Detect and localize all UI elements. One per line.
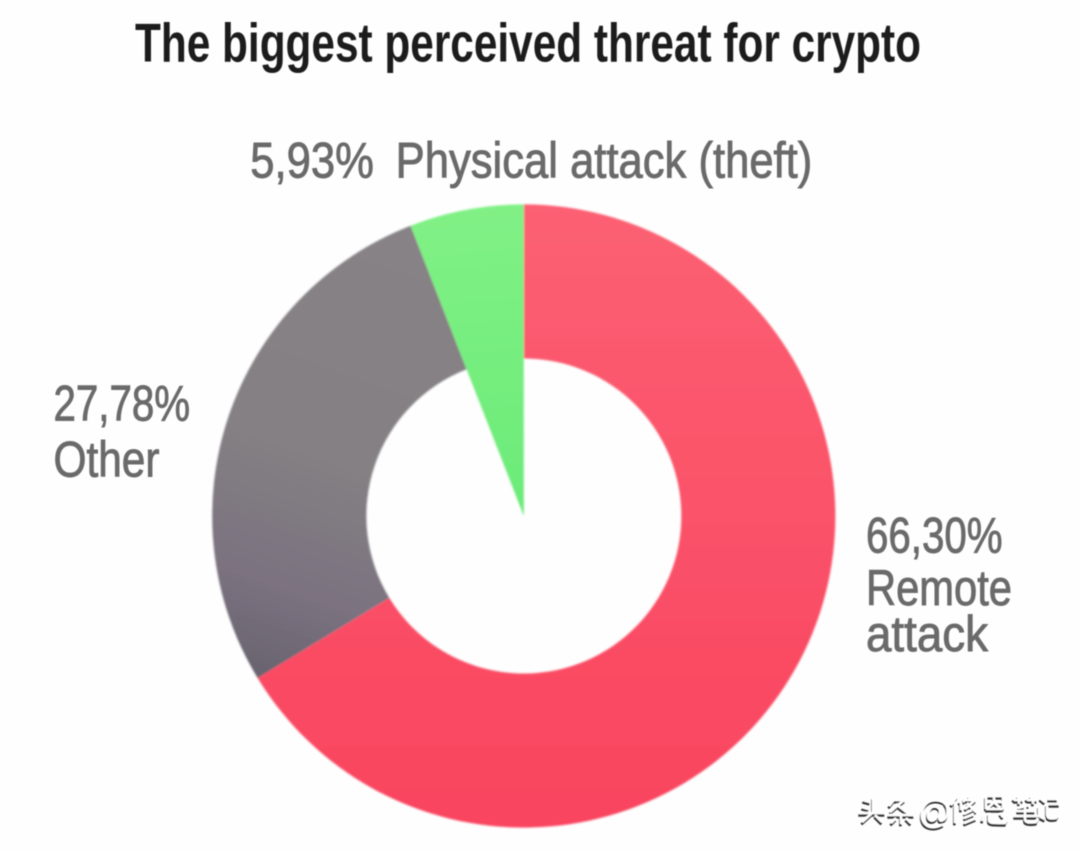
svg-text:66,30%: 66,30% [866, 507, 1003, 563]
svg-text:The biggest perceived threat f: The biggest perceived threat for crypto [135, 12, 921, 74]
svg-text:Remote: Remote [866, 560, 1012, 616]
svg-text:27,78%: 27,78% [54, 376, 191, 432]
svg-text:Other: Other [54, 432, 160, 488]
svg-text:@: @ [918, 793, 952, 830]
svg-text:@: @ [917, 795, 951, 832]
svg-text:attack: attack [866, 606, 989, 662]
svg-text:5,93% Physical attack (theft): 5,93% Physical attack (theft) [250, 132, 812, 188]
